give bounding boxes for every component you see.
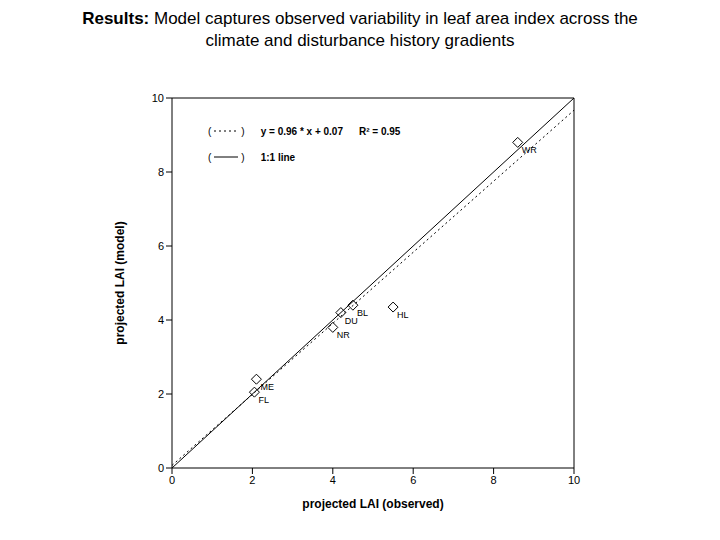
svg-text:NR: NR: [337, 330, 350, 340]
svg-text:10: 10: [152, 92, 164, 104]
svg-text:HL: HL: [397, 310, 409, 320]
svg-text:2: 2: [249, 474, 255, 486]
svg-text:WR: WR: [521, 145, 537, 156]
html-text:1:1 line: 1:1 line: [260, 151, 296, 163]
svg-text:BL: BL: [357, 308, 368, 318]
svg-text:projected LAI (model): projected LAI (model): [113, 221, 127, 344]
svg-text:projected LAI (observed): projected LAI (observed): [302, 497, 443, 511]
svg-text:2: 2: [158, 388, 164, 400]
svg-text:ME: ME: [260, 382, 274, 392]
html-text:R² = 0.95: R² = 0.95: [359, 125, 401, 137]
svg-text:DU: DU: [345, 316, 358, 326]
html-text:Results: Model captures observ: Results: Model captures observed variabi…: [82, 9, 638, 50]
svg-text:10: 10: [568, 474, 580, 486]
svg-text:6: 6: [158, 240, 164, 252]
svg-text:4: 4: [158, 314, 164, 326]
svg-text:8: 8: [158, 166, 164, 178]
svg-text:8: 8: [491, 474, 497, 486]
svg-text:4: 4: [330, 474, 336, 486]
svg-text:0: 0: [158, 462, 164, 474]
html-text:y = 0.96 * x + 0.07: y = 0.96 * x + 0.07: [260, 125, 343, 137]
svg-text:FL: FL: [258, 395, 269, 405]
svg-text:6: 6: [410, 474, 416, 486]
svg-text:0: 0: [169, 474, 175, 486]
